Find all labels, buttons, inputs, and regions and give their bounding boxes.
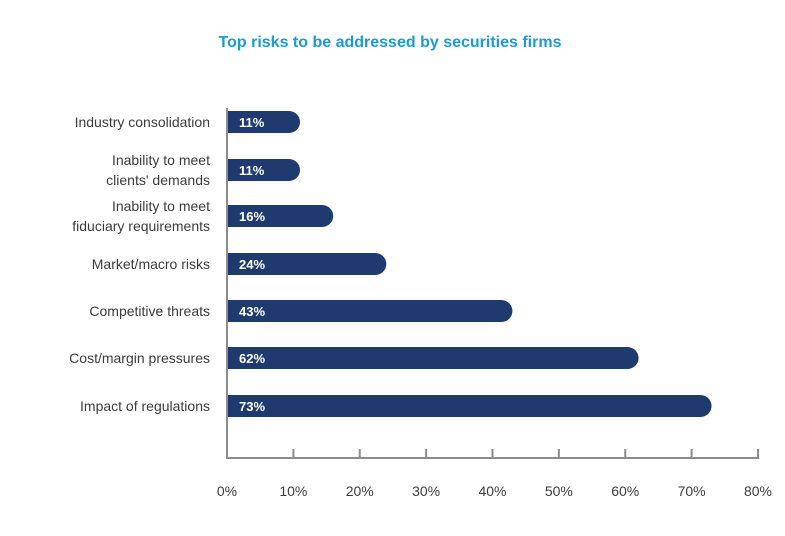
x-tick-label: 30% (412, 483, 440, 499)
bar (227, 253, 387, 275)
x-tick-label: 60% (611, 483, 639, 499)
x-tick-label: 20% (346, 483, 374, 499)
bar (227, 300, 513, 322)
category-label: Impact of regulations (80, 398, 210, 414)
category-label: Inability to meet (112, 198, 210, 214)
data-label: 11% (239, 163, 265, 178)
bar (227, 205, 334, 227)
category-label: fiduciary requirements (72, 218, 210, 234)
category-label: Market/macro risks (92, 256, 210, 272)
chart-title: Top risks to be addressed by securities … (219, 34, 562, 51)
data-label: 73% (239, 399, 265, 414)
bar (227, 347, 639, 369)
bar (227, 111, 301, 133)
x-tick-label: 50% (545, 483, 573, 499)
category-label: Inability to meet (112, 152, 210, 168)
x-tick-label: 70% (678, 483, 706, 499)
data-label: 16% (239, 209, 265, 224)
category-label: Industry consolidation (75, 114, 210, 130)
bar (227, 159, 301, 181)
category-label: Cost/margin pressures (69, 350, 210, 366)
x-tick-label: 10% (279, 483, 307, 499)
data-label: 62% (239, 351, 265, 366)
x-tick-label: 40% (478, 483, 506, 499)
data-label: 24% (239, 257, 265, 272)
bar (227, 395, 712, 417)
x-tick-label: 0% (217, 483, 237, 499)
x-tick-label: 80% (744, 483, 772, 499)
category-label: Competitive threats (89, 303, 210, 319)
data-label: 11% (239, 115, 265, 130)
category-label: clients' demands (106, 172, 210, 188)
data-label: 43% (239, 304, 265, 319)
